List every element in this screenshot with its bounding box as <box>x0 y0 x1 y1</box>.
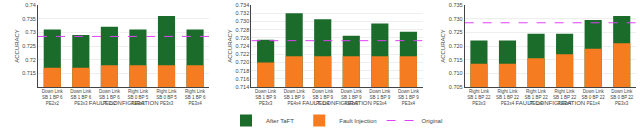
svg-text:Down LinkSB 0 BP 22PE1x4: Down LinkSB 0 BP 22PE1x4 <box>582 89 606 106</box>
svg-text:Right LinkSB 1 BP 22PE3x3: Right LinkSB 1 BP 22PE3x3 <box>467 89 491 106</box>
svg-text:ACCURACY: ACCURACY <box>227 29 233 63</box>
svg-text:0.722: 0.722 <box>235 51 249 57</box>
svg-text:0.720: 0.720 <box>235 59 249 65</box>
svg-text:0.730: 0.730 <box>235 18 249 24</box>
svg-text:After TaFT: After TaFT <box>266 118 294 124</box>
svg-text:Original: Original <box>422 118 443 124</box>
svg-text:Right LinkSB 1 BP 22PE3x4: Right LinkSB 1 BP 22PE3x4 <box>496 89 520 106</box>
svg-text:0.73: 0.73 <box>25 29 36 35</box>
svg-text:0.720: 0.720 <box>449 43 463 49</box>
svg-text:FAULT CONFIGURATION: FAULT CONFIGURATION <box>302 100 372 106</box>
svg-text:0.735: 0.735 <box>449 2 463 8</box>
svg-text:Right LinkSB 1 BP 6PE3x4: Right LinkSB 1 BP 6PE3x4 <box>185 89 206 106</box>
svg-text:Down LinkSB 0 BP 22PE3x3: Down LinkSB 0 BP 22PE3x3 <box>610 89 634 106</box>
svg-text:0.710: 0.710 <box>449 70 463 76</box>
svg-text:Right LinkSB 1 BP 22PE1x4: Right LinkSB 1 BP 22PE1x4 <box>553 89 577 106</box>
svg-text:0.726: 0.726 <box>235 35 249 41</box>
svg-text:ACCURACY: ACCURACY <box>14 29 20 63</box>
svg-text:Down LinkSB 1 BP 9PE3x4: Down LinkSB 1 BP 9PE3x4 <box>369 89 391 106</box>
svg-text:0.735: 0.735 <box>22 16 36 22</box>
svg-text:Right LinkSB 1 BP 22PE1x4: Right LinkSB 1 BP 22PE1x4 <box>524 89 548 106</box>
svg-text:FAULT CONFIGURATION: FAULT CONFIGURATION <box>89 100 159 106</box>
svg-text:Down LinkSB 1 BP 9PE3x4: Down LinkSB 1 BP 9PE3x4 <box>398 89 420 106</box>
svg-text:0.714: 0.714 <box>235 84 249 90</box>
svg-text:Down LinkSB 1 BP 9PE1x4: Down LinkSB 1 BP 9PE1x4 <box>312 89 334 106</box>
svg-text:Down LinkSB 1 BP 9PE4x4: Down LinkSB 1 BP 9PE4x4 <box>284 89 306 106</box>
svg-text:Right LinkSB 0 BP 5PE3x3: Right LinkSB 0 BP 5PE3x3 <box>156 89 177 106</box>
svg-text:0.74: 0.74 <box>25 2 36 8</box>
svg-text:Down LinkSB 1 BP 6PE2x2: Down LinkSB 1 BP 6PE2x2 <box>99 89 121 106</box>
svg-text:0.716: 0.716 <box>235 76 249 82</box>
svg-text:0.725: 0.725 <box>449 29 463 35</box>
svg-text:ACCURACY: ACCURACY <box>440 29 446 63</box>
svg-text:0.725: 0.725 <box>22 43 36 49</box>
svg-text:0.724: 0.724 <box>235 43 249 49</box>
svg-text:0.730: 0.730 <box>449 16 463 22</box>
svg-text:Fault Injection: Fault Injection <box>339 118 376 124</box>
svg-text:0.705: 0.705 <box>449 84 463 90</box>
svg-text:Down LinkSB 1 BP 9PE3x3: Down LinkSB 1 BP 9PE3x3 <box>341 89 363 106</box>
svg-text:Down LinkSB 1 BP 9PE3x3: Down LinkSB 1 BP 9PE3x3 <box>255 89 277 106</box>
svg-text:0.718: 0.718 <box>235 68 249 74</box>
svg-text:0.728: 0.728 <box>235 27 249 33</box>
svg-text:Down LinkSB 1 BP 6PE2x2: Down LinkSB 1 BP 6PE2x2 <box>42 89 64 106</box>
svg-text:0.732: 0.732 <box>235 10 249 16</box>
svg-text:0.715: 0.715 <box>22 70 36 76</box>
svg-text:Down LinkSB 1 BP 6PE3x3: Down LinkSB 1 BP 6PE3x3 <box>70 89 92 106</box>
svg-text:0.734: 0.734 <box>235 2 249 8</box>
svg-text:Right LinkSB 0 BP 5PE3x3: Right LinkSB 0 BP 5PE3x3 <box>128 89 149 106</box>
svg-text:FAULT CONFIGURATION: FAULT CONFIGURATION <box>515 100 585 106</box>
svg-text:0.715: 0.715 <box>449 57 463 63</box>
svg-text:0.72: 0.72 <box>25 57 36 63</box>
